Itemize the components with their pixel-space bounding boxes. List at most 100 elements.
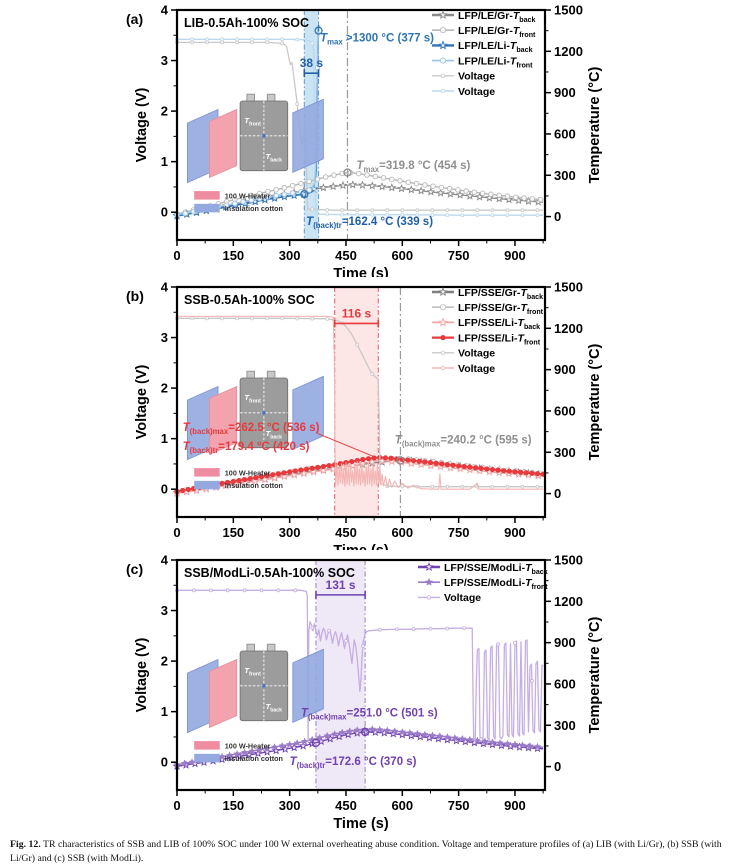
caption-label: Fig. 12.: [10, 839, 41, 850]
svg-text:Tback: Tback: [266, 429, 283, 441]
panel-title: LIB-0.5Ah-100% SOC: [184, 16, 309, 30]
svg-text:0: 0: [554, 486, 561, 501]
svg-text:450: 450: [335, 248, 357, 263]
svg-text:Insulation cotton: Insulation cotton: [225, 481, 283, 490]
plot-frame: [175, 285, 547, 519]
svg-text:Voltage (V): Voltage (V): [134, 638, 150, 713]
annotation-text: Tmax >1300 °C (377 s): [320, 32, 434, 46]
annotation-leader: [317, 433, 378, 459]
svg-text:750: 750: [448, 248, 470, 263]
marked-data-point: [360, 727, 370, 737]
svg-text:1200: 1200: [554, 44, 583, 59]
svg-text:LFP/SSE/Gr-Tback: LFP/SSE/Gr-Tback: [458, 287, 543, 301]
svg-text:150: 150: [222, 525, 244, 540]
axes: 0 150 300 450 600 750 900 0 1 2 3 4 0 300 600 900 1200 15…: [134, 3, 603, 278]
svg-text:1: 1: [161, 154, 168, 169]
plot-frame: [175, 558, 547, 792]
svg-text:3: 3: [161, 603, 168, 618]
svg-text:100 W-Heater: 100 W-Heater: [225, 468, 271, 477]
svg-text:Insulation cotton: Insulation cotton: [225, 754, 283, 763]
svg-text:0: 0: [173, 798, 180, 813]
figure-panels: 0 150 300 450 600 750 900 0 1 2 3 4 0 300 600 900 1200 15…: [126, 3, 603, 833]
heater-swatch: [194, 468, 220, 477]
svg-text:0: 0: [173, 525, 180, 540]
svg-text:600: 600: [554, 126, 576, 141]
svg-text:0: 0: [173, 248, 180, 263]
chart-panel-c: 0 150 300 450 600 750 900 0 1 2 3 4 0 300 600 900 1200 15…: [126, 553, 603, 833]
svg-text:Temperature (°C): Temperature (°C): [587, 66, 603, 183]
svg-text:300: 300: [554, 445, 576, 460]
svg-text:Voltage: Voltage: [458, 348, 495, 360]
svg-text:1500: 1500: [554, 553, 583, 568]
svg-text:900: 900: [554, 635, 576, 650]
svg-text:0: 0: [161, 755, 168, 770]
svg-text:600: 600: [554, 403, 576, 418]
svg-text:Tfront: Tfront: [244, 116, 261, 128]
svg-text:300: 300: [279, 525, 301, 540]
svg-text:4: 4: [161, 3, 169, 18]
svg-text:750: 750: [448, 798, 470, 813]
svg-text:2: 2: [161, 381, 168, 396]
svg-text:300: 300: [554, 168, 576, 183]
svg-text:900: 900: [504, 798, 526, 813]
svg-text:300: 300: [554, 718, 576, 733]
panel-title: SSB-0.5Ah-100% SOC: [184, 293, 315, 307]
panel-title: SSB/ModLi-0.5Ah-100% SOC: [184, 566, 355, 580]
series-voltage-ssb-modli: [175, 588, 544, 743]
insulation-swatch: [194, 203, 220, 213]
figure-caption: Fig. 12. TR characteristics of SSB and L…: [10, 838, 722, 865]
marked-data-point: [311, 738, 321, 747]
svg-text:Voltage (V): Voltage (V): [134, 365, 150, 440]
heater-sheet: [209, 108, 238, 179]
svg-text:300: 300: [279, 798, 301, 813]
svg-text:LFP/SSE/ModLi-Tfront: LFP/SSE/ModLi-Tfront: [444, 577, 548, 591]
svg-text:4: 4: [161, 280, 169, 295]
series-lfp-sse-li-tback: [172, 456, 544, 498]
interval-bracket: 116 s: [333, 306, 380, 328]
svg-text:300: 300: [279, 248, 301, 263]
svg-text:900: 900: [554, 85, 576, 100]
svg-text:3: 3: [161, 53, 168, 68]
heater-swatch: [194, 191, 220, 200]
svg-text:900: 900: [504, 248, 526, 263]
svg-text:LFP/LE/Li-Tfront: LFP/LE/Li-Tfront: [458, 55, 533, 69]
svg-text:600: 600: [554, 676, 576, 691]
plot-frame: [175, 8, 547, 242]
svg-text:1200: 1200: [554, 321, 583, 336]
svg-text:900: 900: [504, 525, 526, 540]
svg-text:LFP/SSE/ModLi-Tback: LFP/SSE/ModLi-Tback: [444, 562, 548, 576]
svg-text:LFP/LE/Gr-Tback: LFP/LE/Gr-Tback: [458, 10, 535, 24]
series-voltage-ssb-li: [177, 315, 544, 490]
svg-text:Tback: Tback: [266, 152, 283, 164]
svg-text:Temperature (°C): Temperature (°C): [587, 343, 603, 460]
caption-text: TR characteristics of SSB and LIB of 100…: [10, 839, 722, 864]
svg-text:Tfront: Tfront: [244, 666, 261, 678]
svg-text:1500: 1500: [554, 280, 583, 295]
svg-text:4: 4: [161, 553, 169, 568]
heater-swatch: [194, 741, 220, 750]
svg-text:LFP/SSE/Gr-Tfront: LFP/SSE/Gr-Tfront: [458, 302, 544, 316]
svg-text:0: 0: [554, 759, 561, 774]
annotation-text: T(back)max=240.2 °C (595 s): [395, 435, 532, 449]
svg-text:Time (s): Time (s): [333, 816, 389, 832]
svg-text:600: 600: [391, 798, 413, 813]
insulation-sheet-right: [292, 375, 324, 451]
heater-sheet: [209, 658, 238, 729]
annotation-text: T(back)max=262.5 °C (536 s): [183, 422, 320, 436]
axes: 0 150 300 450 600 750 900 0 1 2 3 4 0 300 600 900 1200 15…: [134, 553, 603, 833]
marked-data-point: [300, 190, 309, 199]
svg-text:Time (s): Time (s): [333, 266, 389, 277]
legend: LFP/SSE/ModLi-TbackLFP/SSE/ModLi-TfrontV…: [418, 562, 548, 604]
svg-text:38 s: 38 s: [300, 56, 324, 70]
svg-text:150: 150: [222, 248, 244, 263]
svg-text:Temperature (°C): Temperature (°C): [587, 616, 603, 733]
svg-text:LFP/LE/Li-Tback: LFP/LE/Li-Tback: [458, 40, 533, 54]
svg-text:1500: 1500: [554, 3, 583, 18]
annotation-text: T(back)tr=162.4 °C (339 s): [306, 216, 433, 230]
marked-data-point: [314, 26, 323, 35]
interval-bracket: 38 s: [300, 56, 324, 78]
svg-text:0: 0: [161, 205, 168, 220]
plot-area: 0 150 300 450 600 750 900 0 1 2 3 4 0 300 600 900 1200 15…: [126, 553, 603, 833]
insulation-sheet-right: [292, 98, 324, 174]
svg-text:Voltage: Voltage: [444, 592, 481, 604]
